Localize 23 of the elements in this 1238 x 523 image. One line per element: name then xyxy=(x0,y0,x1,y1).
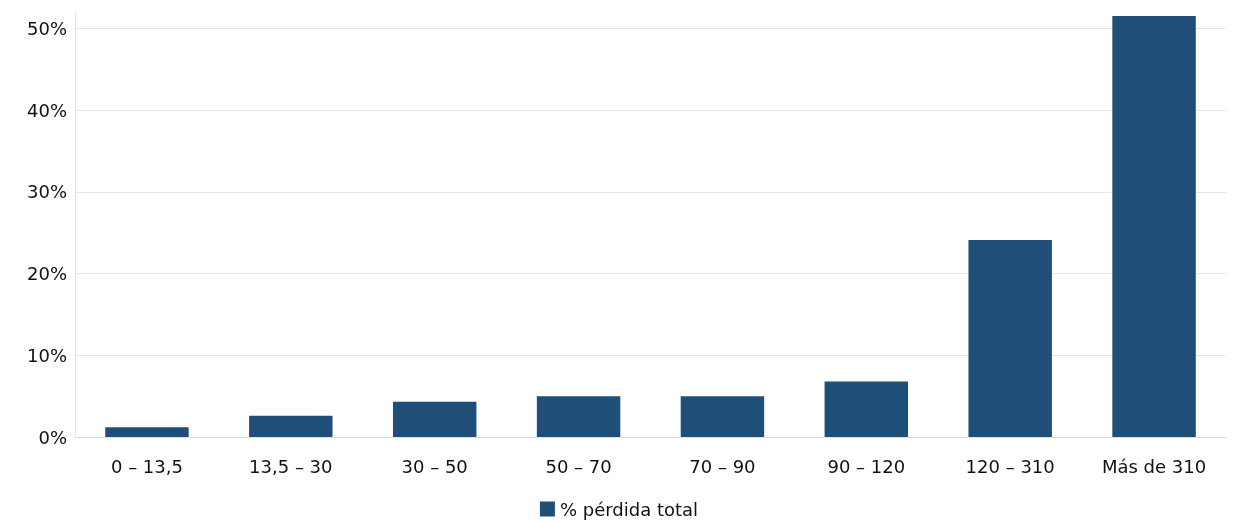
bar xyxy=(105,427,189,437)
bar xyxy=(968,240,1052,437)
y-tick-label: 40% xyxy=(26,99,67,121)
y-tick-label: 20% xyxy=(26,263,67,285)
x-tick-label: 0 – 13,5 xyxy=(110,455,183,477)
bar xyxy=(536,396,621,437)
bar xyxy=(249,415,333,437)
bar xyxy=(1112,16,1196,437)
y-tick-label: 30% xyxy=(26,181,67,203)
bar xyxy=(680,396,765,437)
bar xyxy=(392,401,477,437)
x-tick-label: 50 – 70 xyxy=(545,455,612,477)
x-tick-label: 90 – 120 xyxy=(827,455,906,477)
y-tick-label: 50% xyxy=(26,17,67,39)
x-tick-label: 120 – 310 xyxy=(965,455,1055,477)
legend-label: % pérdida total xyxy=(559,498,699,520)
x-tick-label: 30 – 50 xyxy=(401,455,468,477)
bar xyxy=(824,381,909,437)
y-tick-label: 10% xyxy=(26,344,67,366)
y-tick-label: 0% xyxy=(38,426,67,448)
x-tick-label: 13,5 – 30 xyxy=(249,455,333,477)
x-tick-label: 70 – 90 xyxy=(689,455,756,477)
x-tick-label: Más de 310 xyxy=(1101,455,1207,477)
